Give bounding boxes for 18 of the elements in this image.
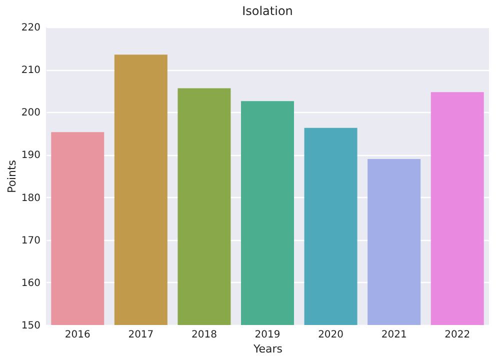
y-axis-title: Points — [5, 160, 18, 194]
x-tick-label: 2022 — [444, 330, 470, 340]
x-axis-title: Years — [252, 342, 283, 356]
x-tick-label: 2019 — [254, 330, 280, 340]
y-tick-label: 210 — [21, 65, 40, 76]
chart-title: Isolation — [242, 4, 293, 18]
y-tick-label: 220 — [21, 22, 40, 34]
y-tick-label: 200 — [21, 108, 40, 119]
y-tick-label: 160 — [21, 278, 40, 289]
x-tick-label: 2021 — [381, 330, 407, 340]
x-tick-label: 2017 — [128, 330, 154, 340]
x-tick-label: 2018 — [191, 330, 217, 340]
y-tick-label: 170 — [21, 235, 40, 246]
y-tick-label: 190 — [21, 150, 40, 162]
y-tick-label: 180 — [21, 192, 40, 204]
x-tick-label: 2020 — [318, 330, 344, 340]
y-tick-label: 150 — [21, 320, 40, 332]
x-tick-label: 2016 — [64, 330, 90, 340]
